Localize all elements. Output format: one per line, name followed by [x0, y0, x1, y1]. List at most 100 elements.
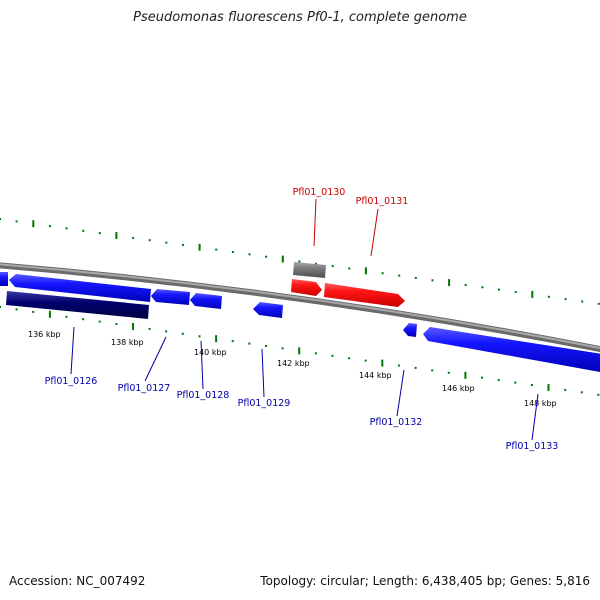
scale-dot — [464, 284, 467, 286]
gene-arrow-0130[interactable] — [291, 279, 322, 296]
scale-dot — [364, 359, 367, 362]
gene-label-pfl01-0133[interactable]: Pfl01_0133 — [506, 441, 559, 452]
gene-label-pfl01-0129[interactable]: Pfl01_0129 — [238, 398, 291, 409]
gene-box-0130[interactable] — [293, 262, 326, 278]
scale-dot — [265, 345, 267, 347]
scale-major-tick — [298, 347, 301, 355]
scale-dot — [165, 241, 168, 244]
scale-dot — [265, 255, 268, 258]
callout-line — [531, 393, 539, 441]
scale-dot — [447, 371, 450, 374]
scale-tick-label: 138 kbp — [111, 338, 144, 347]
scale-dot — [530, 384, 533, 386]
scale-dot — [98, 232, 101, 235]
gene-features[interactable] — [0, 262, 600, 372]
gene-labels[interactable]: Pfl01_0130 Pfl01_0131 Pfl01_0126 Pfl01_0… — [45, 187, 559, 452]
accession-info: Accession: NC_007492 — [9, 574, 145, 588]
scale-dot — [331, 354, 334, 357]
scale-dot — [381, 272, 384, 275]
scale-dot — [564, 298, 567, 301]
genes-value: 5,816 — [555, 574, 590, 588]
gene-arrow-0126[interactable] — [9, 274, 151, 302]
scale-dot — [597, 302, 600, 305]
callout-line — [370, 208, 379, 257]
scale-dot — [65, 315, 68, 318]
scale-dot — [498, 288, 500, 291]
gene-arrow-0133[interactable] — [423, 327, 600, 372]
scale-major-tick — [464, 371, 467, 379]
scale-dot — [82, 229, 85, 232]
scale-dot — [65, 227, 68, 230]
gene-arrow-partial-left[interactable] — [0, 272, 8, 286]
scale-dot — [98, 320, 101, 323]
scale-dot — [281, 347, 284, 350]
scale-major-tick — [381, 359, 384, 367]
scale-dot — [15, 308, 18, 311]
scale-major-tick — [32, 220, 35, 228]
gene-bar-0126-dark[interactable] — [6, 291, 149, 319]
scale-dot — [514, 381, 517, 384]
accession-label: Accession: — [9, 574, 73, 588]
scale-tick-label: 140 kbp — [194, 348, 227, 357]
scale-tick-label: 144 kbp — [359, 371, 392, 380]
scale-dot — [581, 300, 584, 303]
gene-arrow-0131[interactable] — [324, 283, 405, 307]
gene-label-pfl01-0131[interactable]: Pfl01_0131 — [356, 196, 409, 207]
scale-dot — [564, 388, 567, 391]
accession-value: NC_007492 — [76, 574, 146, 588]
gene-label-pfl01-0128[interactable]: Pfl01_0128 — [177, 390, 230, 401]
scale-dot — [0, 218, 1, 220]
scale-dot — [580, 391, 583, 394]
gene-arrow-0128[interactable] — [190, 293, 222, 309]
callout-line — [261, 348, 265, 398]
scale-dot — [148, 327, 151, 330]
scale-dot — [231, 251, 234, 253]
gene-arrow-0127[interactable] — [151, 289, 190, 305]
callout-line — [396, 369, 405, 417]
topology-value: circular — [320, 574, 365, 588]
scale-labels: 136 kbp 138 kbp 140 kbp 142 kbp 144 kbp … — [28, 330, 557, 408]
callout-line — [200, 340, 204, 390]
scale-dot — [148, 239, 151, 242]
topology-label: Topology: — [260, 574, 317, 588]
gene-label-pfl01-0130[interactable]: Pfl01_0130 — [293, 187, 346, 198]
gene-label-pfl01-0126[interactable]: Pfl01_0126 — [45, 376, 98, 387]
scale-dot — [497, 379, 500, 382]
scale-dot — [547, 295, 550, 298]
scale-dot — [348, 357, 351, 360]
scale-dot — [597, 393, 600, 396]
scale-tick-label: 142 kbp — [277, 359, 310, 368]
scale-dot — [0, 306, 1, 308]
scale-major-tick — [448, 279, 451, 287]
genome-backbone — [0, 262, 600, 353]
gene-label-pfl01-0127[interactable]: Pfl01_0127 — [118, 383, 171, 394]
gene-arrow-0129[interactable] — [253, 302, 283, 318]
genome-summary: Topology: circular; Length: 6,438,405 bp… — [260, 574, 590, 588]
callout-line — [144, 336, 167, 382]
scale-dot — [165, 330, 168, 333]
gene-label-pfl01-0132[interactable]: Pfl01_0132 — [370, 417, 423, 428]
scale-dot — [248, 342, 251, 345]
reverse-scale-dots — [0, 306, 600, 396]
scale-dot — [514, 291, 517, 294]
scale-dot — [414, 366, 417, 369]
scale-major-tick — [198, 243, 201, 251]
scale-dot — [82, 318, 85, 321]
scale-dot — [481, 286, 484, 289]
scale-major-tick — [115, 232, 118, 239]
genes-label: Genes: — [509, 574, 552, 588]
gene-arrow-0132[interactable] — [403, 323, 417, 337]
scale-major-tick — [281, 255, 284, 263]
callout-line — [70, 326, 75, 375]
scale-dot — [231, 340, 234, 343]
gene-callout-lines — [70, 198, 539, 441]
scale-dot — [481, 376, 483, 379]
scale-major-tick — [215, 335, 218, 343]
scale-dot — [431, 279, 434, 282]
scale-tick-label: 146 kbp — [442, 384, 475, 393]
scale-dot — [398, 274, 401, 277]
map-title: Pseudomonas fluorescens Pf0-1, complete … — [133, 10, 467, 25]
scale-dot — [314, 352, 317, 355]
scale-dot — [248, 253, 251, 256]
